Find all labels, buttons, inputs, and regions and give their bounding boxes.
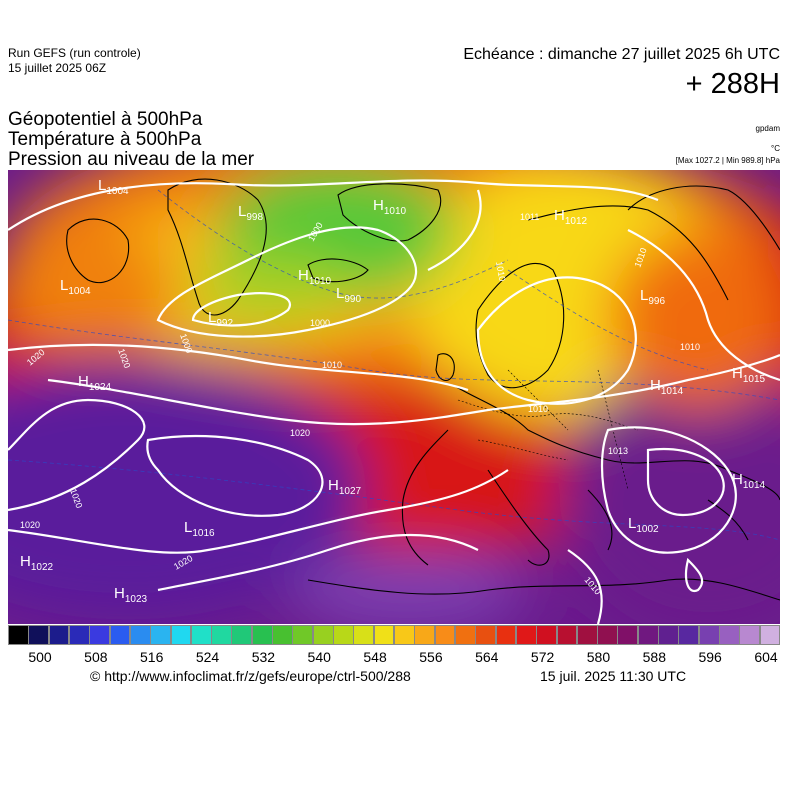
colorbar-swatch (414, 625, 436, 645)
colorbar-swatch (190, 625, 212, 645)
lead-time: + 288H (685, 68, 780, 100)
unit-temperature: °C (771, 144, 780, 153)
colorbar-swatch (394, 625, 415, 645)
colorbar-tick-label: 532 (251, 649, 276, 665)
colorbar-swatch (454, 625, 476, 645)
colorbar-swatch (272, 625, 293, 645)
colorbar-swatch (536, 625, 558, 645)
colorbar-swatch (211, 625, 232, 645)
colorbar-swatch (739, 625, 761, 645)
colorbar-swatch (637, 625, 659, 645)
pressure-center: L1002 (628, 515, 659, 535)
valid-time: Echéance : dimanche 27 juillet 2025 6h U… (463, 46, 780, 63)
colorbar-swatch (698, 625, 720, 645)
pressure-center: H1010 (373, 197, 407, 217)
colorbar-tick-label: 556 (419, 649, 443, 665)
colorbar (8, 625, 781, 645)
colorbar-tick-label: 572 (530, 649, 555, 665)
pressure-centers: L1004 L998 H1010 H1012 L1004 H1010 L990 … (20, 177, 766, 605)
colorbar-tick-label: 564 (475, 649, 499, 665)
colorbar-tick-label: 508 (84, 649, 108, 665)
layer-temperature: Température à 500hPa (8, 129, 202, 150)
colorbar-swatch (759, 625, 781, 645)
pressure-center: L990 (336, 285, 361, 305)
pressure-center: L1004 (60, 277, 91, 297)
colorbar-tick-label: 604 (754, 649, 778, 665)
pressure-center: L1004 (98, 177, 129, 197)
isobar-label: 1020 (290, 428, 310, 438)
isobar-label: 1010 (680, 342, 700, 352)
colorbar-swatch (170, 625, 192, 645)
colorbar-swatch (495, 625, 517, 645)
colorbar-swatch (434, 625, 456, 645)
isobar-label: 1010 (322, 360, 342, 370)
pressure-center: H1022 (20, 553, 54, 573)
layer-geopotential: Géopotentiel à 500hPa (8, 109, 203, 130)
colorbar-swatch (68, 625, 90, 645)
pressure-center: H1023 (114, 585, 148, 605)
colorbar-swatch (353, 625, 375, 645)
pressure-center: H1012 (554, 207, 588, 227)
pressure-range: [Max 1027.2 | Min 989.8] hPa (675, 156, 780, 165)
run-title: Run GEFS (run controle) (8, 46, 141, 60)
colorbar-swatch (719, 625, 740, 645)
colorbar-swatch (373, 625, 395, 645)
colorbar-swatch (89, 625, 111, 645)
isobar-label: 1020 (20, 520, 40, 530)
colorbar-swatch (597, 625, 618, 645)
colorbar-swatch (576, 625, 598, 645)
colorbar-tick-label: 548 (363, 649, 387, 665)
layer-pressure: Pression au niveau de la mer (8, 149, 255, 170)
colorbar-swatch (678, 625, 700, 645)
colorbar-swatch (475, 625, 497, 645)
pressure-center: H1010 (298, 267, 332, 287)
pressure-center: L996 (640, 287, 665, 307)
colorbar-swatch (515, 625, 537, 645)
colorbar-swatch (556, 625, 578, 645)
run-date: 15 juillet 2025 06Z (8, 61, 107, 75)
generated-timestamp: 15 juil. 2025 11:30 UTC (540, 668, 687, 684)
isobar-label: 1013 (608, 446, 628, 456)
field-shading (8, 170, 780, 624)
colorbar-swatch (8, 625, 29, 645)
isobar-label: 1010 (494, 261, 507, 282)
colorbar-swatch (109, 625, 131, 645)
colorbar-tick-label: 596 (698, 649, 722, 665)
colorbar-swatch (28, 625, 50, 645)
weather-map: L1004 L998 H1010 H1012 L1004 H1010 L990 … (8, 170, 780, 624)
isobar-label: 1010 (528, 404, 548, 414)
colorbar-swatch (617, 625, 639, 645)
pressure-center: L998 (238, 203, 263, 223)
colorbar-swatch (231, 625, 253, 645)
colorbar-tick-label: 524 (195, 649, 220, 665)
colorbar-tick-label: 500 (28, 649, 52, 665)
colorbar-tick-label: 540 (307, 649, 331, 665)
isobars (8, 179, 780, 624)
pressure-center: H1014 (732, 471, 766, 491)
colorbar-tick-label: 588 (642, 649, 666, 665)
colorbar-swatch (658, 625, 679, 645)
colorbar-swatch (150, 625, 172, 645)
credit-link[interactable]: © http://www.infoclimat.fr/z/gefs/europe… (90, 668, 411, 684)
colorbar-tick-label: 580 (586, 649, 611, 665)
isobar-label: 1000 (310, 318, 330, 328)
colorbar-swatch (292, 625, 314, 645)
colorbar-tick-label: 516 (140, 649, 164, 665)
isobar-label: 1011 (520, 212, 539, 222)
isotherms (8, 189, 780, 541)
pressure-center: H1024 (78, 373, 112, 393)
colorbar-swatch (48, 625, 70, 645)
colorbar-swatch (333, 625, 354, 645)
pressure-center: L1016 (184, 519, 215, 539)
colorbar-swatch (251, 625, 273, 645)
pressure-center: H1027 (328, 477, 362, 497)
unit-geopotential: gpdam (755, 124, 780, 133)
pressure-center: H1014 (650, 377, 684, 397)
pressure-center: H1015 (732, 365, 766, 385)
colorbar-swatch (129, 625, 151, 645)
colorbar-swatch (312, 625, 334, 645)
pressure-center: L992 (208, 309, 233, 329)
